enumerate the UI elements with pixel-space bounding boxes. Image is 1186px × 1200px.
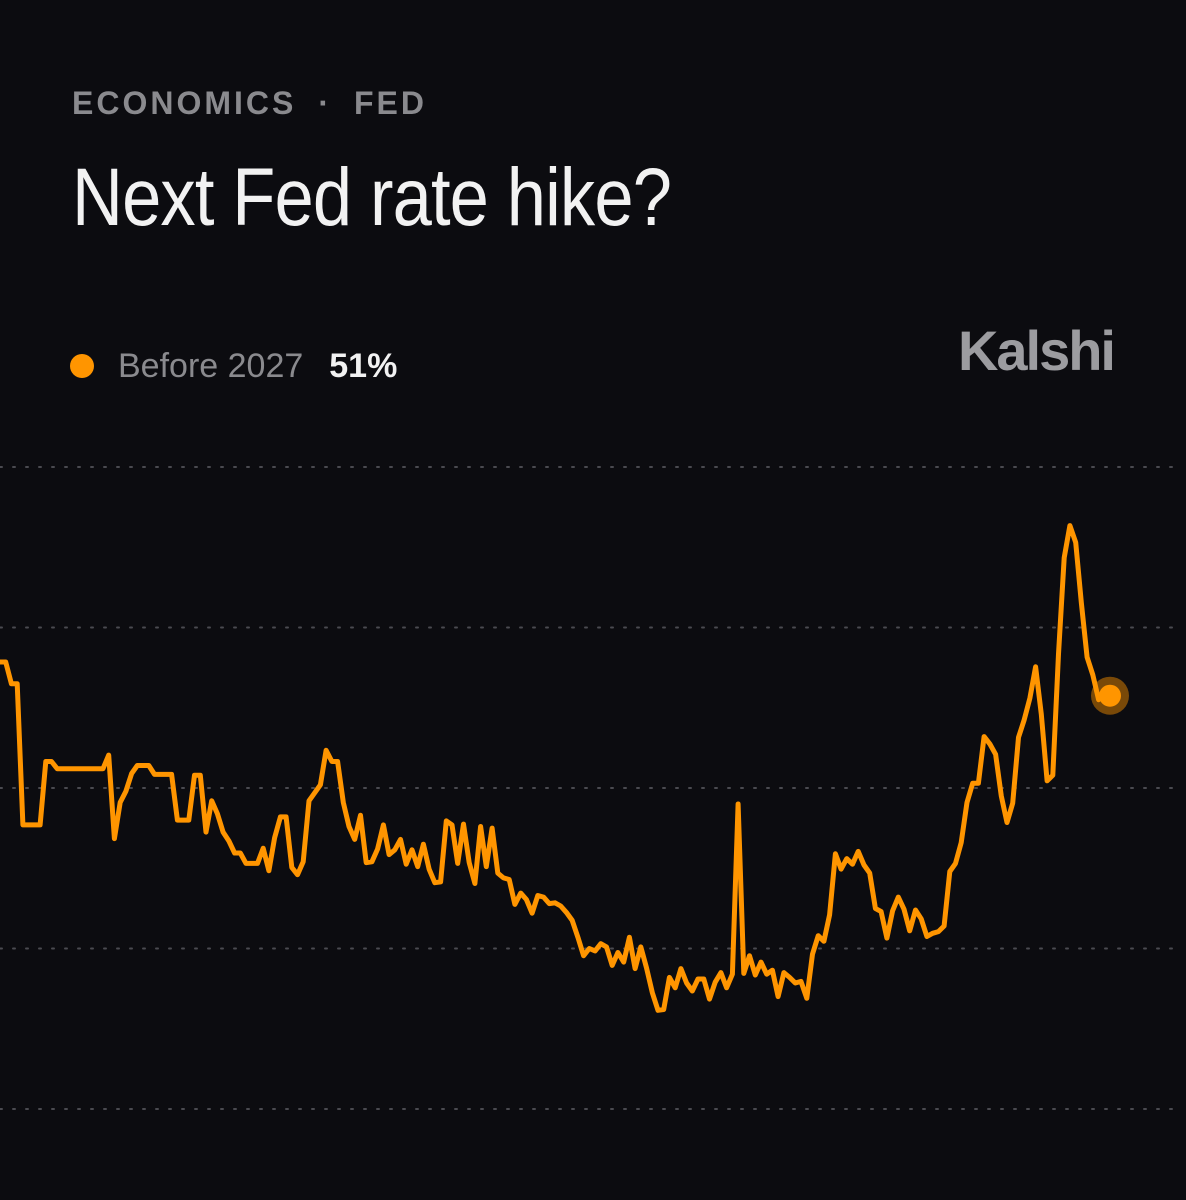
legend-series-value: 51% bbox=[329, 346, 398, 385]
series-color-dot-icon bbox=[70, 354, 94, 378]
subcategory-label[interactable]: FED bbox=[354, 84, 427, 121]
series-layer bbox=[0, 523, 1129, 1013]
kalshi-logo: Kalshi bbox=[957, 319, 1116, 382]
breadcrumb-separator: · bbox=[318, 84, 332, 121]
chart-legend: Before 2027 51% bbox=[70, 340, 397, 392]
current-point-marker[interactable] bbox=[1099, 684, 1121, 707]
category-label[interactable]: ECONOMICS bbox=[72, 84, 297, 121]
legend-series-label: Before 2027 bbox=[118, 346, 304, 385]
category-breadcrumb: ECONOMICS · FED bbox=[72, 80, 427, 126]
series-line bbox=[0, 523, 1113, 1013]
market-title: Next Fed rate hike? bbox=[72, 152, 672, 243]
